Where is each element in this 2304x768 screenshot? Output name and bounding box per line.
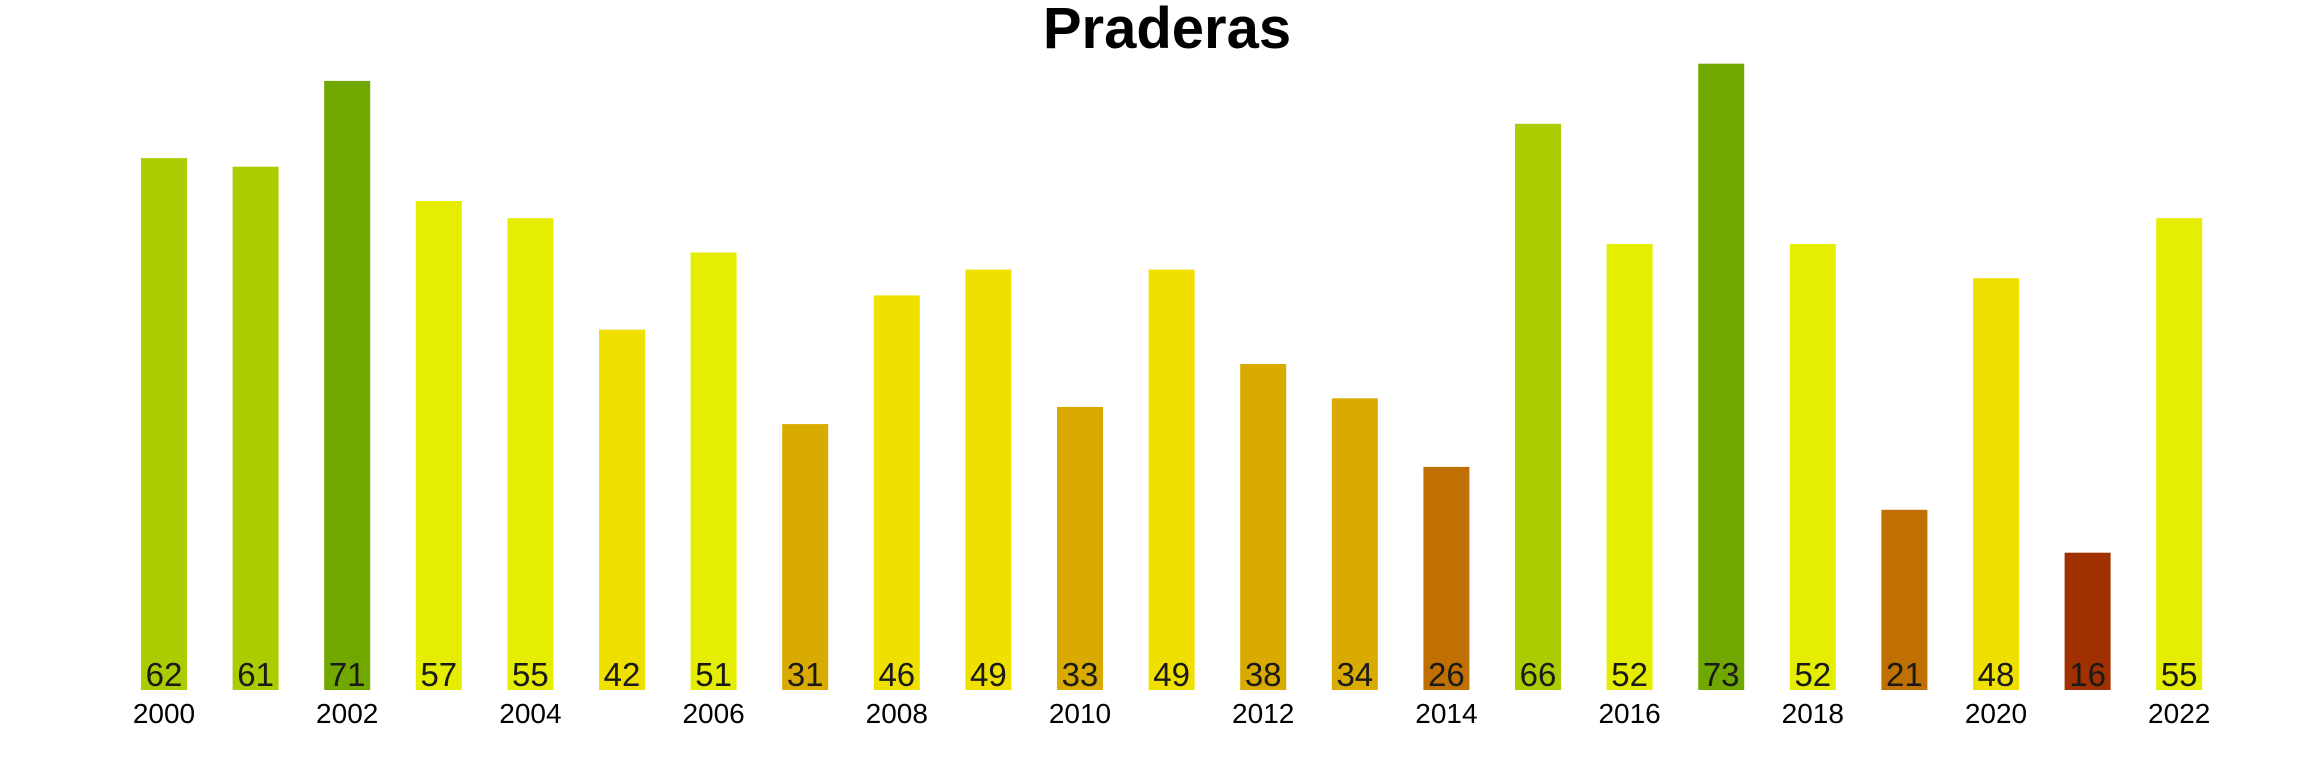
value-label-2001: 61 bbox=[237, 656, 274, 693]
bar-2018 bbox=[1789, 243, 1836, 690]
bar-2000 bbox=[141, 158, 187, 691]
x-axis-ticks: 2000 2002 2004 2006 2008 2010 2012 2014 2016 2018… bbox=[133, 698, 2210, 729]
value-label-2004: 55 bbox=[512, 656, 549, 693]
value-label-2009: 49 bbox=[970, 656, 1007, 693]
value-label-2010: 33 bbox=[1062, 656, 1099, 693]
x-tick-label-2010: 2010 bbox=[1049, 698, 1111, 729]
bar-2004 bbox=[507, 218, 554, 690]
value-label-2005: 42 bbox=[604, 656, 641, 693]
value-label-2013: 34 bbox=[1336, 656, 1373, 693]
bar-2007 bbox=[782, 424, 829, 690]
bar-2001 bbox=[232, 166, 279, 690]
x-tick-label-2008: 2008 bbox=[866, 698, 928, 729]
value-label-2016: 52 bbox=[1611, 656, 1648, 693]
value-label-2015: 66 bbox=[1520, 656, 1557, 693]
bar-2013 bbox=[1331, 398, 1378, 690]
x-tick-label-2000: 2000 bbox=[133, 698, 195, 729]
bar-2006 bbox=[690, 252, 737, 690]
value-label-2008: 46 bbox=[878, 656, 915, 693]
value-label-2021: 16 bbox=[2069, 656, 2106, 693]
chart-title: Praderas bbox=[1043, 0, 1291, 61]
x-tick-label-2004: 2004 bbox=[499, 698, 561, 729]
x-tick-label-2012: 2012 bbox=[1232, 698, 1294, 729]
bar-2020 bbox=[1973, 278, 2019, 690]
x-tick-label-2022: 2022 bbox=[2148, 698, 2210, 729]
bar-2014 bbox=[1423, 466, 1470, 690]
value-label-2022: 55 bbox=[2161, 656, 2198, 693]
bar-2016 bbox=[1606, 243, 1653, 690]
bar-2002 bbox=[324, 80, 371, 690]
bars-group bbox=[141, 63, 2203, 691]
bar-2017 bbox=[1698, 63, 1745, 690]
bar-2010 bbox=[1057, 406, 1103, 690]
value-label-2018: 52 bbox=[1794, 656, 1831, 693]
value-label-2014: 26 bbox=[1428, 656, 1465, 693]
x-tick-label-2002: 2002 bbox=[316, 698, 378, 729]
value-label-2017: 73 bbox=[1703, 656, 1740, 693]
value-labels-group: 62 61 71 57 55 42 51 31 46 49 33 49 38 34 26 66 52 73 52 21… bbox=[146, 656, 2198, 693]
bar-2009 bbox=[965, 269, 1012, 690]
value-label-2006: 51 bbox=[695, 656, 732, 693]
x-tick-label-2020: 2020 bbox=[1965, 698, 2027, 729]
value-label-2020: 48 bbox=[1978, 656, 2015, 693]
value-label-2012: 38 bbox=[1245, 656, 1282, 693]
x-tick-label-2016: 2016 bbox=[1598, 698, 1660, 729]
bar-2015 bbox=[1515, 123, 1561, 691]
bar-2021 bbox=[2064, 552, 2111, 690]
value-label-2019: 21 bbox=[1886, 656, 1923, 693]
bar-2003 bbox=[415, 201, 462, 690]
x-tick-label-2006: 2006 bbox=[682, 698, 744, 729]
value-label-2007: 31 bbox=[787, 656, 824, 693]
bar-2022 bbox=[2156, 218, 2203, 690]
bar-2011 bbox=[1148, 269, 1195, 690]
value-label-2011: 49 bbox=[1153, 656, 1190, 693]
bar-2012 bbox=[1240, 364, 1287, 690]
value-label-2002: 71 bbox=[329, 656, 366, 693]
x-tick-label-2018: 2018 bbox=[1782, 698, 1844, 729]
value-label-2000: 62 bbox=[146, 656, 183, 693]
bar-2008 bbox=[873, 295, 920, 690]
bar-2005 bbox=[599, 329, 645, 690]
x-tick-label-2014: 2014 bbox=[1415, 698, 1477, 729]
value-label-2003: 57 bbox=[420, 656, 457, 693]
bar-2019 bbox=[1881, 509, 1928, 690]
